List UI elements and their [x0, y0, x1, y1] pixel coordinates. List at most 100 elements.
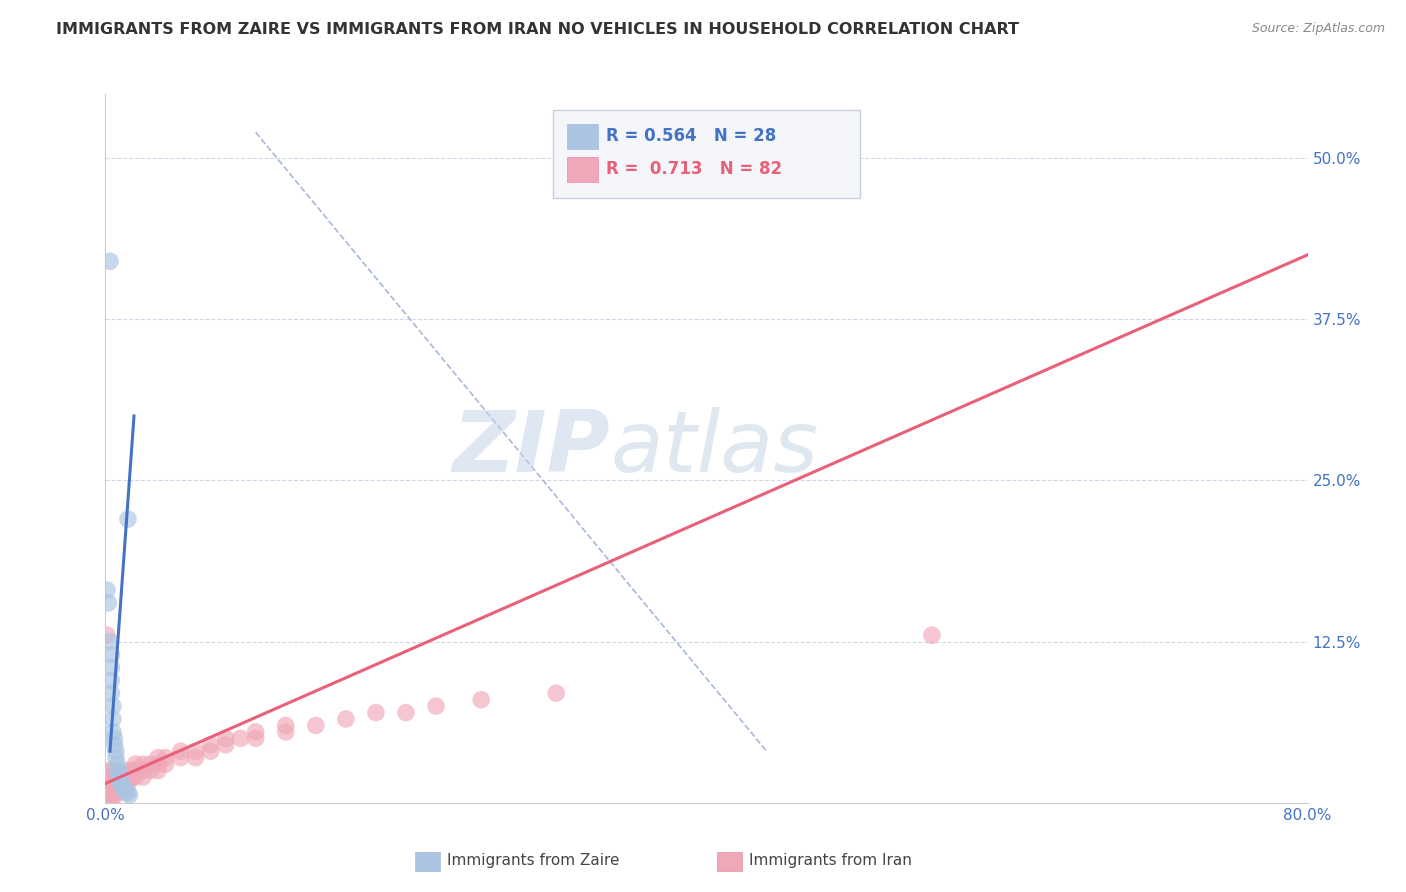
Point	[117, 770, 139, 784]
Point	[101, 712, 124, 726]
Point	[100, 648, 122, 662]
Point	[117, 785, 139, 799]
Point	[335, 712, 357, 726]
Point	[274, 724, 297, 739]
Point	[110, 783, 132, 797]
Point	[101, 724, 124, 739]
Point	[101, 776, 124, 790]
Point	[117, 512, 139, 526]
Point	[100, 660, 122, 674]
Point	[104, 783, 127, 797]
Point	[200, 738, 222, 752]
Point	[245, 731, 267, 746]
Point	[98, 789, 121, 804]
Point	[96, 789, 118, 804]
Point	[169, 744, 191, 758]
Point	[107, 776, 129, 790]
Point	[146, 750, 169, 764]
Point	[121, 764, 143, 778]
Point	[546, 686, 568, 700]
Point	[98, 770, 121, 784]
Text: Immigrants from Iran: Immigrants from Iran	[749, 854, 912, 868]
Point	[364, 706, 387, 720]
Point	[100, 789, 122, 804]
Point	[118, 788, 141, 802]
Point	[97, 596, 120, 610]
Point	[101, 783, 124, 797]
Point	[108, 764, 131, 778]
Point	[107, 783, 129, 797]
Text: atlas: atlas	[610, 407, 818, 490]
Point	[104, 744, 127, 758]
Point	[101, 770, 124, 784]
Point	[124, 770, 146, 784]
Point	[111, 776, 134, 790]
Point	[274, 718, 297, 732]
Point	[100, 764, 122, 778]
Point	[98, 634, 121, 648]
Point	[112, 776, 135, 790]
Point	[184, 744, 207, 758]
Point	[98, 764, 121, 778]
Point	[124, 757, 146, 772]
Point	[96, 783, 118, 797]
Point	[155, 750, 177, 764]
Point	[98, 776, 121, 790]
Text: R =  0.713   N = 82: R = 0.713 N = 82	[606, 161, 782, 178]
Point	[214, 738, 236, 752]
Point	[114, 783, 136, 797]
Point	[132, 764, 155, 778]
Text: R = 0.564   N = 28: R = 0.564 N = 28	[606, 128, 776, 145]
Point	[100, 776, 122, 790]
Point	[146, 757, 169, 772]
Point	[108, 783, 131, 797]
Point	[96, 628, 118, 642]
Point	[425, 699, 447, 714]
Point	[101, 789, 124, 804]
Text: ZIP: ZIP	[453, 407, 610, 490]
Point	[169, 750, 191, 764]
Point	[245, 724, 267, 739]
Point	[104, 770, 127, 784]
Point	[184, 750, 207, 764]
Point	[108, 776, 131, 790]
Text: Immigrants from Zaire: Immigrants from Zaire	[447, 854, 620, 868]
Point	[103, 731, 125, 746]
Point	[101, 699, 124, 714]
Point	[155, 757, 177, 772]
Point	[470, 692, 492, 706]
Point	[97, 783, 120, 797]
Point	[100, 770, 122, 784]
Point	[395, 706, 418, 720]
Point	[104, 750, 127, 764]
Point	[921, 628, 943, 642]
Point	[305, 718, 328, 732]
Point	[110, 776, 132, 790]
Point	[98, 254, 121, 268]
Point	[110, 770, 132, 784]
Point	[139, 764, 162, 778]
Point	[115, 785, 138, 799]
Point	[107, 764, 129, 778]
Text: IMMIGRANTS FROM ZAIRE VS IMMIGRANTS FROM IRAN NO VEHICLES IN HOUSEHOLD CORRELATI: IMMIGRANTS FROM ZAIRE VS IMMIGRANTS FROM…	[56, 22, 1019, 37]
Point	[139, 757, 162, 772]
Point	[103, 783, 125, 797]
Point	[110, 770, 132, 784]
Point	[103, 789, 125, 804]
Point	[100, 673, 122, 688]
Point	[112, 783, 135, 797]
Text: Source: ZipAtlas.com: Source: ZipAtlas.com	[1251, 22, 1385, 36]
Point	[110, 776, 132, 790]
Point	[124, 764, 146, 778]
Point	[103, 738, 125, 752]
Point	[97, 770, 120, 784]
Point	[96, 776, 118, 790]
Point	[229, 731, 252, 746]
Point	[100, 783, 122, 797]
Point	[132, 770, 155, 784]
Point	[97, 789, 120, 804]
Point	[117, 764, 139, 778]
Point	[200, 744, 222, 758]
Point	[103, 776, 125, 790]
Point	[97, 776, 120, 790]
